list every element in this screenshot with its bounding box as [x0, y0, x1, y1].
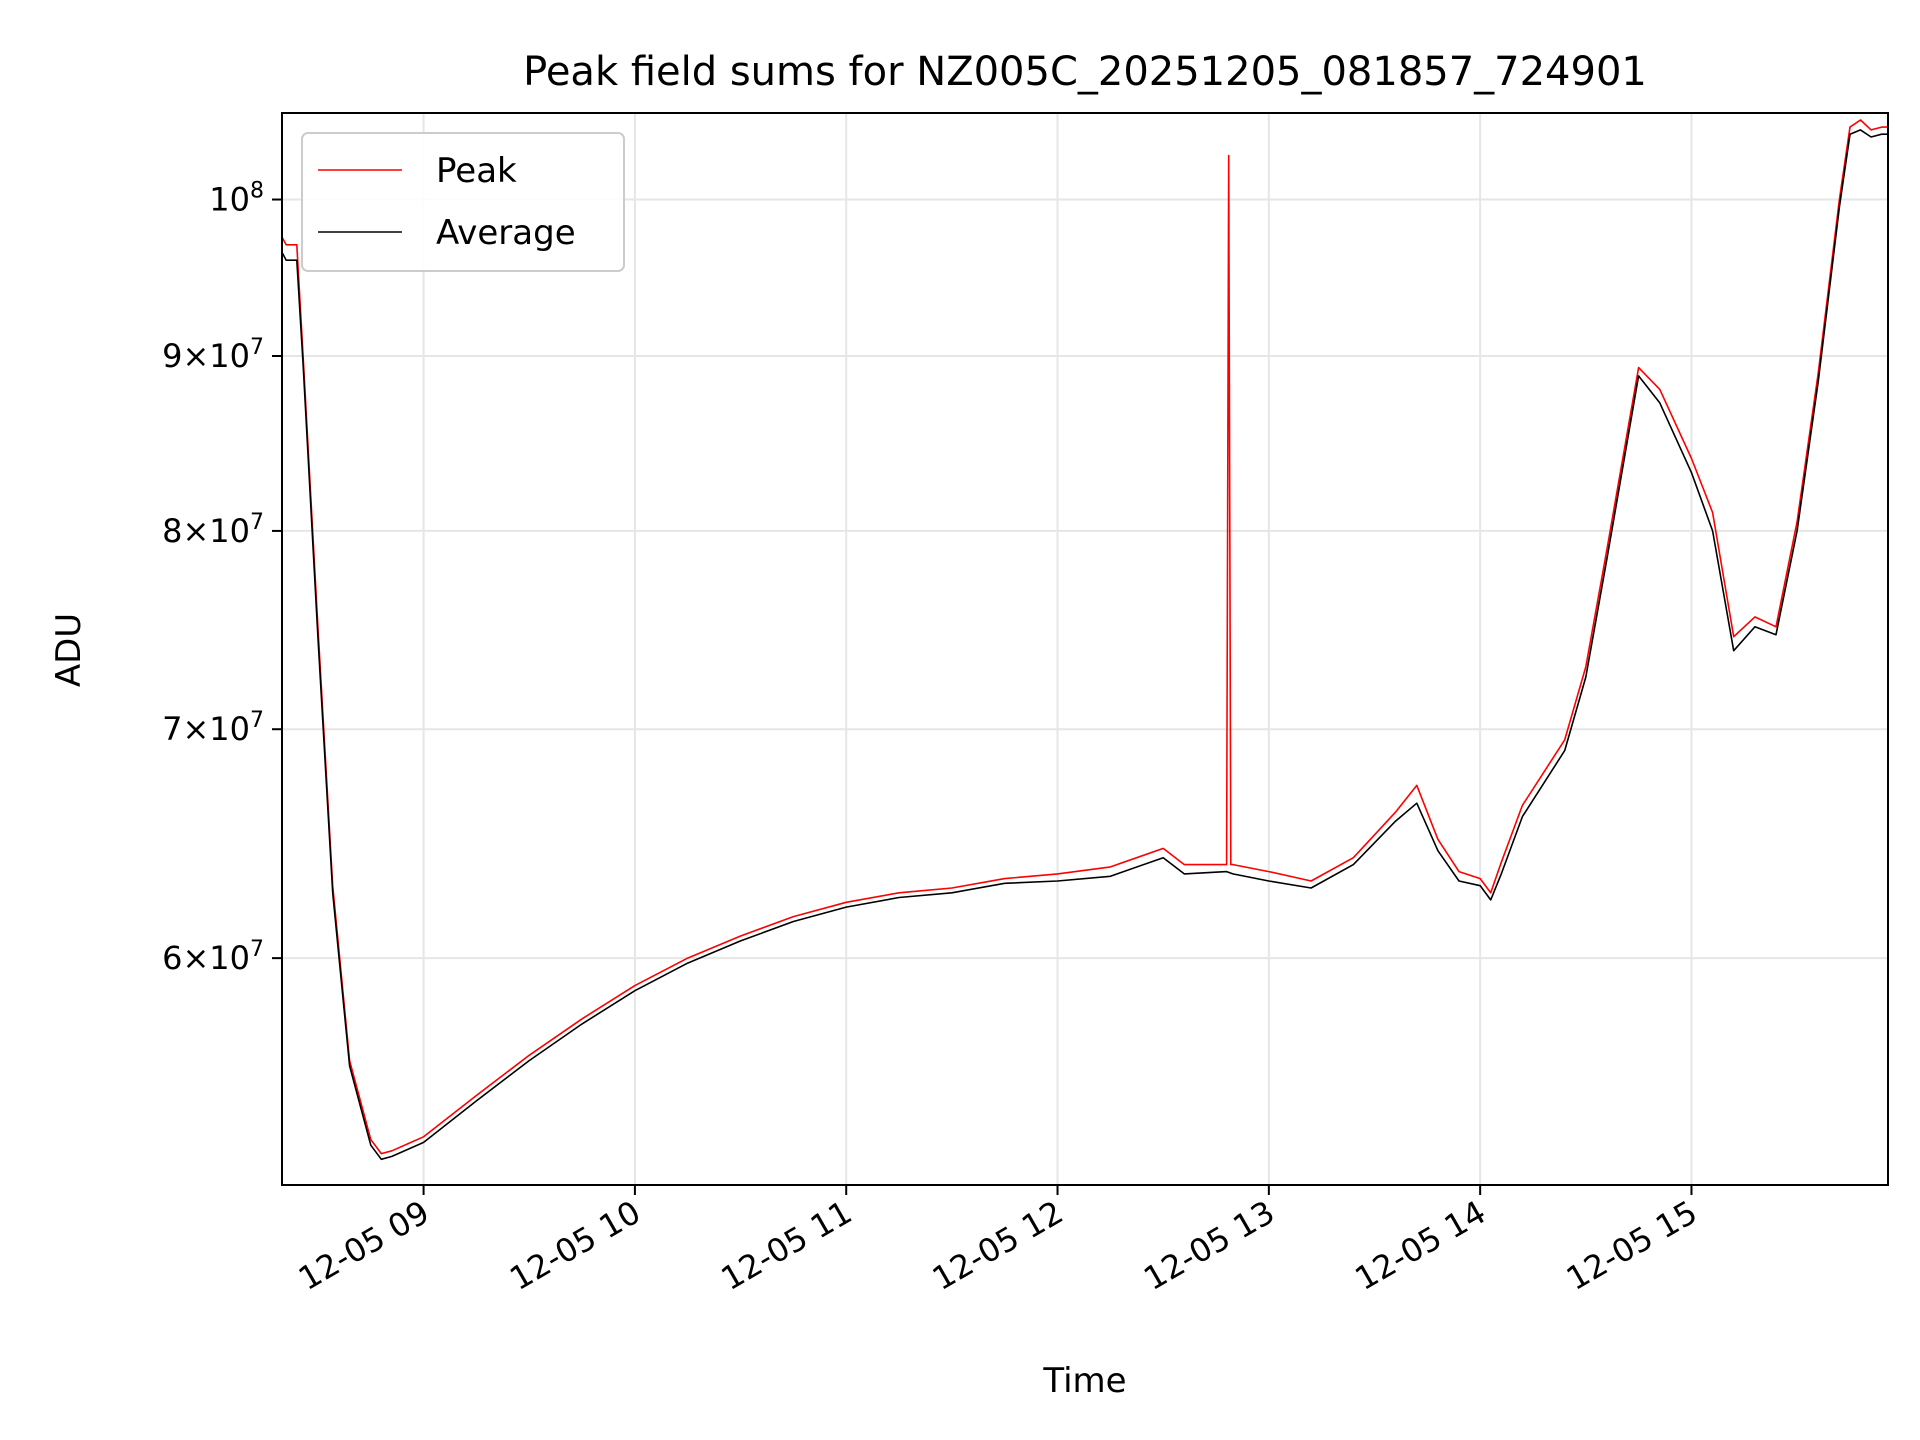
y-tick-label: 9×107 — [162, 335, 264, 375]
y-tick-label: 7×107 — [162, 708, 264, 748]
y-axis-label: ADU — [49, 613, 89, 687]
y-tick-label: 6×107 — [162, 937, 264, 977]
x-axis-label: Time — [1042, 1361, 1126, 1401]
grid — [282, 113, 1888, 1185]
y-axis-ticks: 6×107 7×107 8×107 9×107 108 — [162, 179, 282, 977]
series-lines — [281, 119, 1888, 1161]
y-tick-label: 108 — [209, 179, 264, 219]
legend: Peak Average — [301, 132, 625, 272]
legend-peak-label: Peak — [436, 151, 517, 191]
chart-title: Peak field sums for NZ005C_20251205_0818… — [523, 49, 1647, 95]
y-tick-label: 8×107 — [162, 510, 264, 550]
legend-box — [301, 132, 625, 272]
legend-average-label: Average — [436, 213, 576, 253]
series-line-peak — [281, 119, 1888, 1155]
series-line-average — [281, 129, 1888, 1161]
plot-frame — [281, 112, 1889, 1186]
